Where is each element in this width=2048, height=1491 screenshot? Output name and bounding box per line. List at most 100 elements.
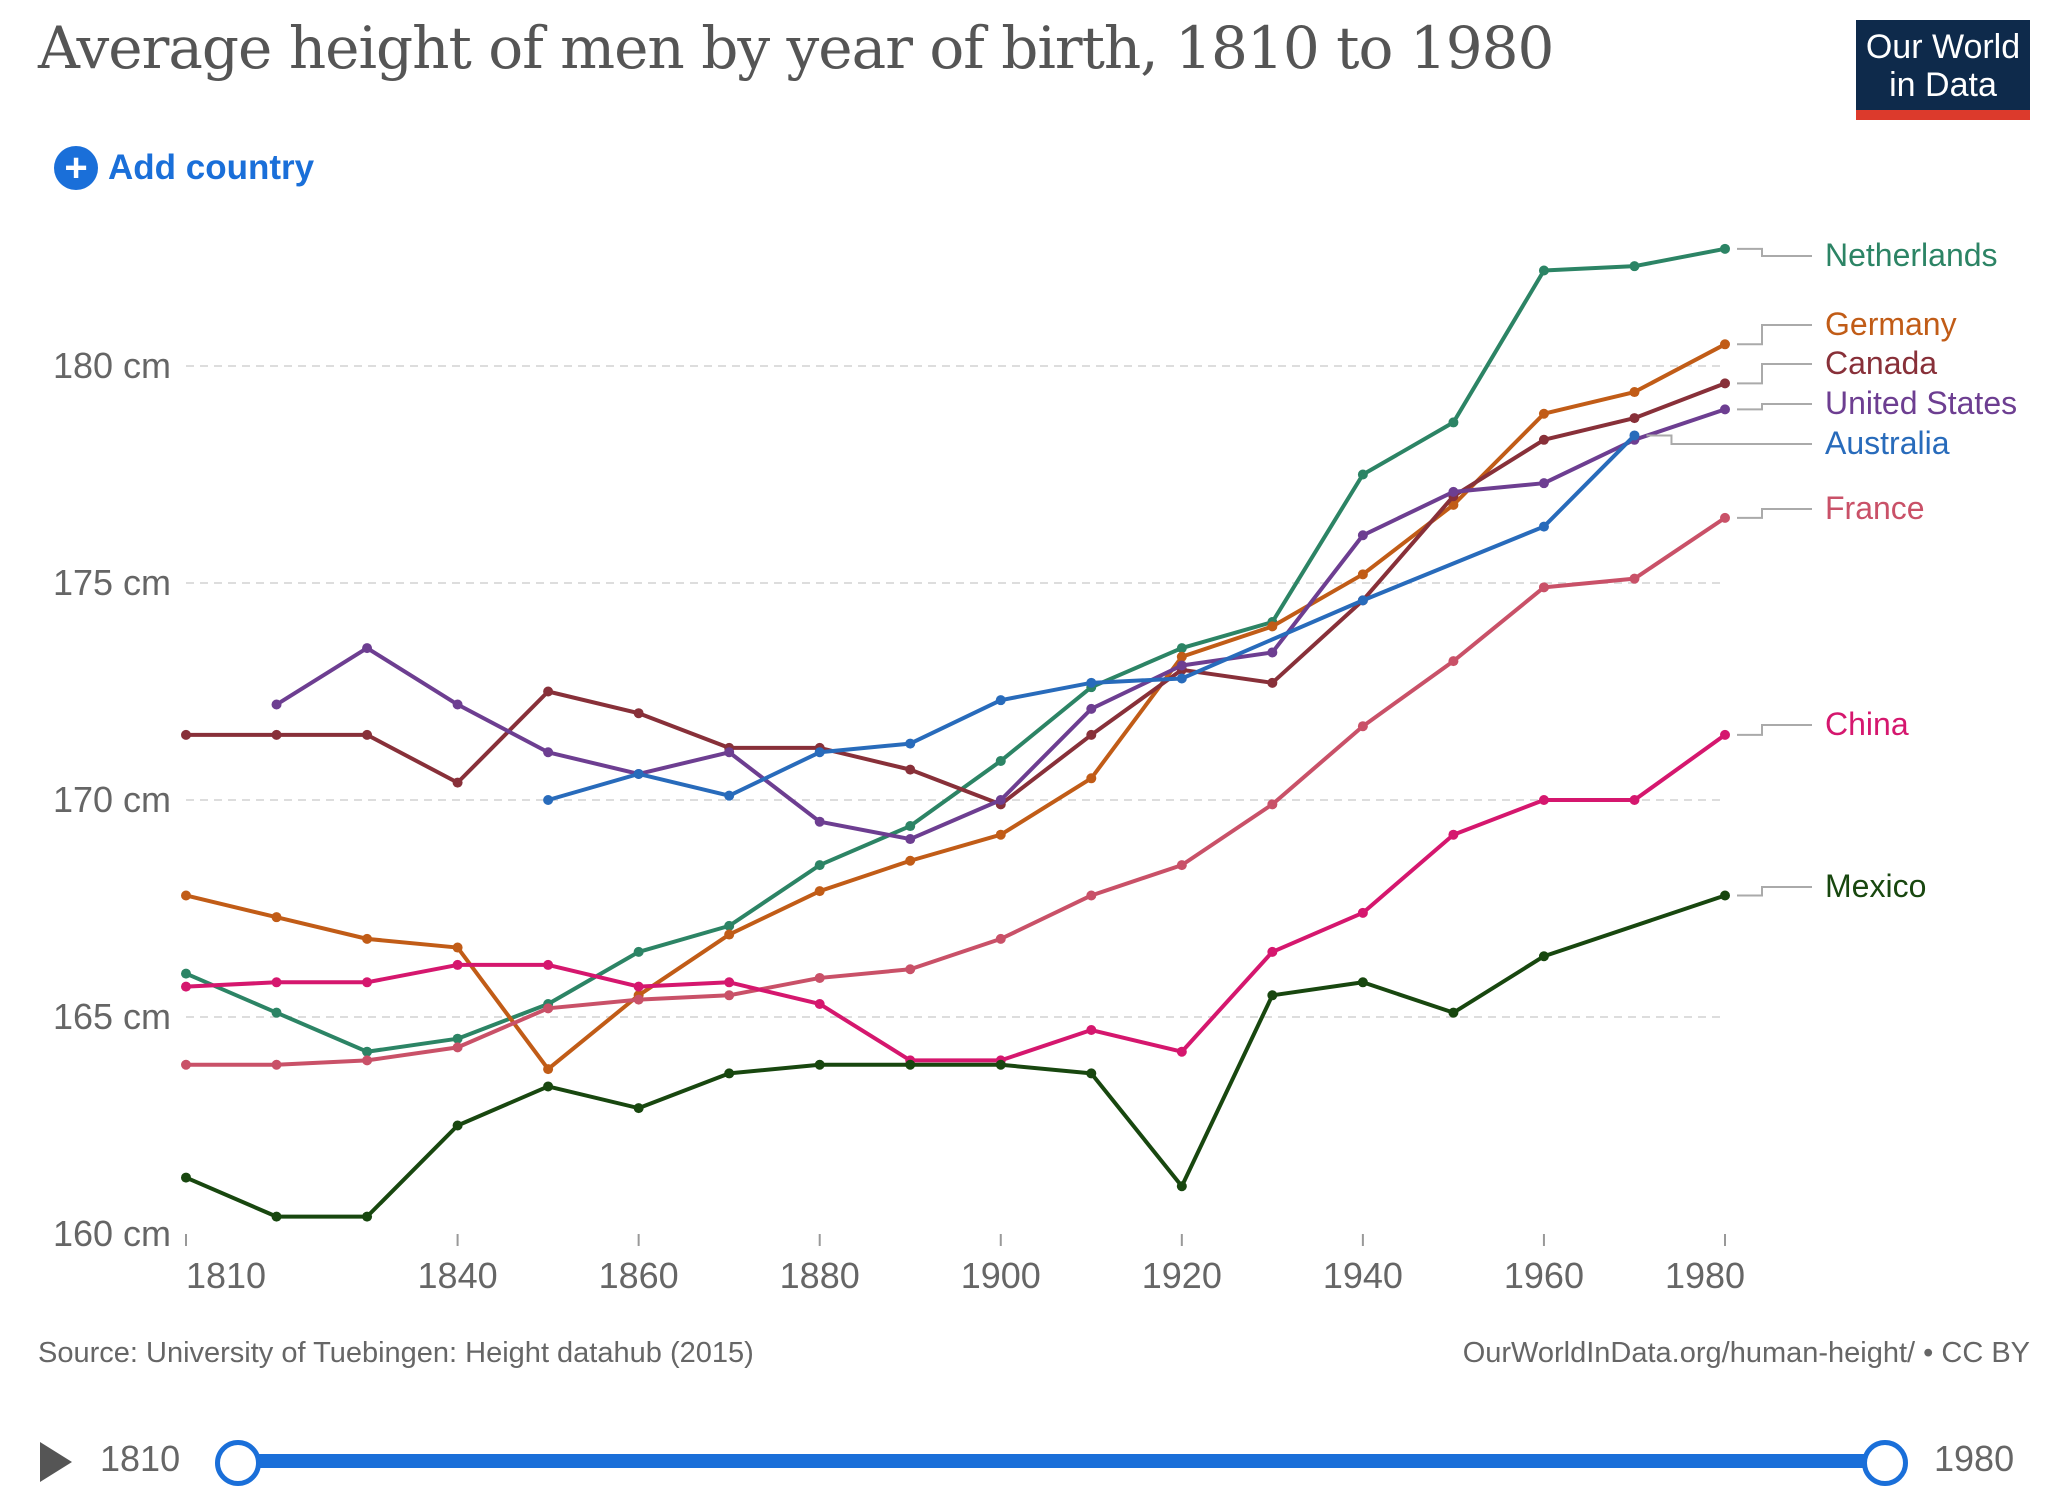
series-line-canada bbox=[186, 381, 1726, 807]
data-point bbox=[543, 1064, 554, 1075]
data-point bbox=[271, 912, 282, 923]
data-point bbox=[724, 929, 735, 940]
play-icon[interactable] bbox=[40, 1442, 72, 1482]
x-tick-label: 1940 bbox=[1323, 1255, 1403, 1296]
data-point bbox=[1448, 829, 1459, 840]
label-connector bbox=[1737, 724, 1812, 736]
data-point bbox=[724, 1068, 735, 1079]
data-point bbox=[1086, 729, 1097, 740]
data-point bbox=[995, 829, 1006, 840]
data-point bbox=[271, 729, 282, 740]
y-tick-label: 160 cm bbox=[53, 1213, 171, 1254]
data-point bbox=[362, 1055, 373, 1066]
data-point bbox=[1086, 773, 1097, 784]
data-point bbox=[452, 1033, 463, 1044]
data-point bbox=[724, 920, 735, 931]
data-point bbox=[1448, 499, 1459, 510]
data-point bbox=[271, 1007, 282, 1018]
data-point bbox=[452, 777, 463, 788]
data-point bbox=[543, 959, 554, 970]
data-point bbox=[633, 708, 644, 719]
data-point bbox=[1357, 595, 1368, 606]
x-tick-label: 1880 bbox=[780, 1255, 860, 1296]
data-point bbox=[1448, 417, 1459, 428]
series-label: Netherlands bbox=[1825, 237, 1998, 273]
series-line-china bbox=[185, 733, 1727, 1063]
data-point bbox=[1538, 408, 1549, 419]
add-country-label: Add country bbox=[108, 148, 315, 187]
data-point bbox=[724, 977, 735, 988]
label-connector bbox=[1737, 508, 1812, 519]
data-point bbox=[362, 933, 373, 944]
data-point bbox=[1720, 243, 1730, 254]
data-point bbox=[1357, 530, 1368, 541]
data-point bbox=[905, 821, 916, 832]
data-point bbox=[543, 795, 554, 805]
data-point bbox=[1538, 521, 1549, 532]
timeline: 1810 1980 bbox=[0, 1430, 2048, 1490]
data-point bbox=[724, 747, 735, 758]
y-tick-label: 175 cm bbox=[53, 562, 171, 603]
series-label: Mexico bbox=[1825, 868, 1926, 904]
plus-circle-icon: + bbox=[54, 146, 98, 190]
data-point bbox=[814, 1059, 825, 1070]
data-point bbox=[181, 729, 191, 740]
data-point bbox=[814, 816, 825, 827]
data-point bbox=[1176, 1046, 1187, 1057]
data-point bbox=[181, 981, 191, 992]
timeline-end-handle[interactable] bbox=[1862, 1440, 1908, 1486]
data-point bbox=[181, 890, 191, 901]
data-point bbox=[1448, 1007, 1459, 1018]
owid-logo[interactable]: Our World in Data bbox=[1856, 20, 2030, 120]
y-tick-label: 165 cm bbox=[53, 996, 171, 1037]
data-point bbox=[633, 994, 644, 1005]
data-point bbox=[1538, 434, 1549, 445]
data-point bbox=[995, 755, 1006, 766]
data-point bbox=[543, 1003, 554, 1014]
timeline-slider-track[interactable] bbox=[238, 1454, 1885, 1468]
chart-title: Average height of men by year of birth, … bbox=[38, 14, 1554, 82]
data-point bbox=[1176, 860, 1187, 871]
data-point bbox=[271, 1059, 282, 1070]
logo-line-2: in Data bbox=[1889, 66, 1997, 104]
data-point bbox=[362, 1046, 373, 1057]
series-label: France bbox=[1825, 490, 1925, 526]
timeline-start-handle[interactable] bbox=[215, 1440, 261, 1486]
data-point bbox=[1267, 621, 1278, 632]
data-point bbox=[1629, 795, 1640, 805]
y-tick-label: 180 cm bbox=[53, 345, 171, 386]
data-point bbox=[814, 998, 825, 1009]
data-point bbox=[1629, 261, 1640, 272]
data-point bbox=[1448, 656, 1459, 667]
data-point bbox=[1448, 486, 1459, 497]
data-point bbox=[1176, 643, 1187, 654]
x-tick-label: 1900 bbox=[961, 1255, 1041, 1296]
data-point bbox=[452, 1120, 463, 1131]
data-point bbox=[1538, 265, 1549, 276]
data-point bbox=[1086, 677, 1097, 688]
data-point bbox=[995, 695, 1006, 706]
data-point bbox=[362, 643, 373, 654]
data-point bbox=[1629, 430, 1640, 441]
series-line-germany bbox=[185, 342, 1726, 1072]
source-note: Source: University of Tuebingen: Height … bbox=[38, 1337, 754, 1369]
data-point bbox=[1267, 647, 1278, 658]
data-point bbox=[181, 968, 191, 979]
data-point bbox=[633, 981, 644, 992]
data-point bbox=[1086, 890, 1097, 901]
data-point bbox=[905, 964, 916, 975]
data-point bbox=[1720, 512, 1730, 523]
y-tick-label: 170 cm bbox=[53, 779, 171, 820]
series-label: Germany bbox=[1825, 306, 1957, 342]
series-line-france bbox=[186, 516, 1727, 1067]
data-point bbox=[1629, 387, 1640, 398]
data-point bbox=[1176, 651, 1187, 662]
add-country-button[interactable]: + Add country bbox=[54, 146, 314, 190]
data-point bbox=[362, 729, 373, 740]
data-point bbox=[995, 795, 1006, 805]
data-point bbox=[814, 860, 825, 871]
credit-link[interactable]: OurWorldInData.org/human-height/ • CC BY bbox=[1462, 1337, 2030, 1369]
data-point bbox=[1267, 677, 1278, 688]
data-point bbox=[1720, 339, 1730, 350]
timeline-end-label: 1980 bbox=[1934, 1438, 2015, 1479]
